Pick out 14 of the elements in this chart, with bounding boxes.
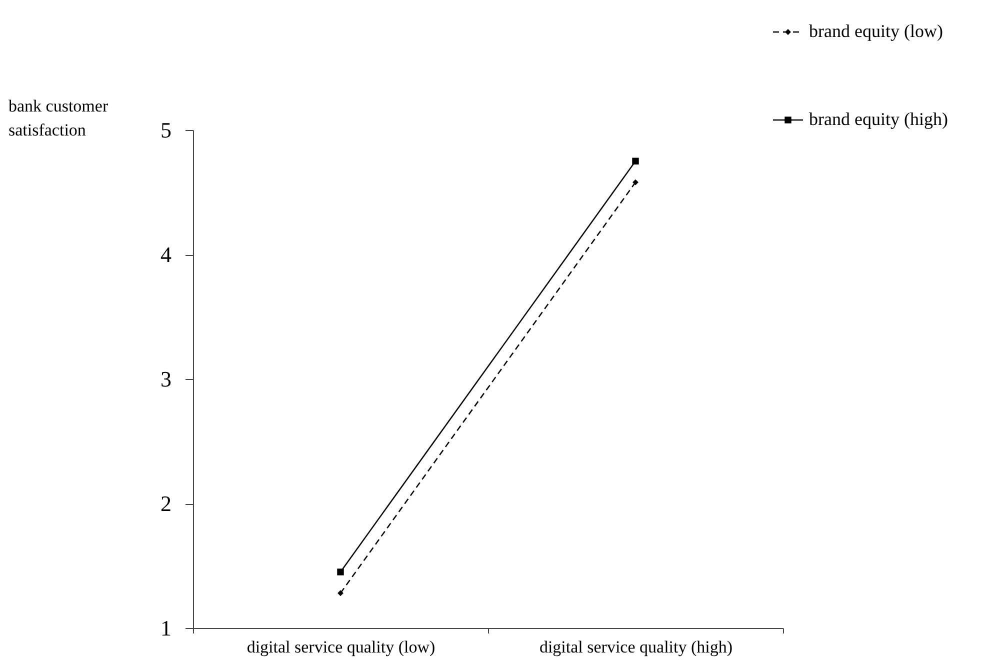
y-tick-label: 2 <box>160 491 172 516</box>
y-tick-label: 3 <box>160 366 172 392</box>
legend-label: brand equity (high) <box>809 109 948 129</box>
point <box>337 568 344 576</box>
point <box>632 179 638 186</box>
y-tick-label: 5 <box>160 118 172 142</box>
x-tick-label: digital service quality (high) <box>539 638 733 656</box>
x-tick-label: digital service quality (low) <box>246 638 436 656</box>
legend-label: brand equity (low) <box>809 21 943 41</box>
y-tick-label: 1 <box>160 616 172 640</box>
y-tick-label: 4 <box>160 242 172 267</box>
y-axis-title: bank customer satisfaction <box>8 96 108 140</box>
point <box>632 158 639 164</box>
point <box>338 590 344 596</box>
